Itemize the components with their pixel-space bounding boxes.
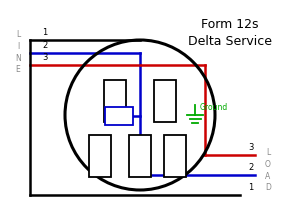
Bar <box>154 80 176 122</box>
Text: 2: 2 <box>42 41 47 50</box>
Bar <box>129 135 151 177</box>
Text: 3: 3 <box>42 53 47 62</box>
Text: 1: 1 <box>248 183 253 192</box>
Bar <box>89 135 111 177</box>
Bar <box>164 135 186 177</box>
Text: Ground: Ground <box>200 104 228 112</box>
Text: Form 12s
Delta Service: Form 12s Delta Service <box>188 18 272 48</box>
Bar <box>104 80 126 122</box>
Text: L
O
A
D: L O A D <box>265 148 271 192</box>
Bar <box>105 107 133 125</box>
Text: 3: 3 <box>248 143 254 152</box>
Text: L
I
N
E: L I N E <box>15 30 21 74</box>
Text: 2: 2 <box>248 163 253 172</box>
Text: 1: 1 <box>42 28 47 37</box>
